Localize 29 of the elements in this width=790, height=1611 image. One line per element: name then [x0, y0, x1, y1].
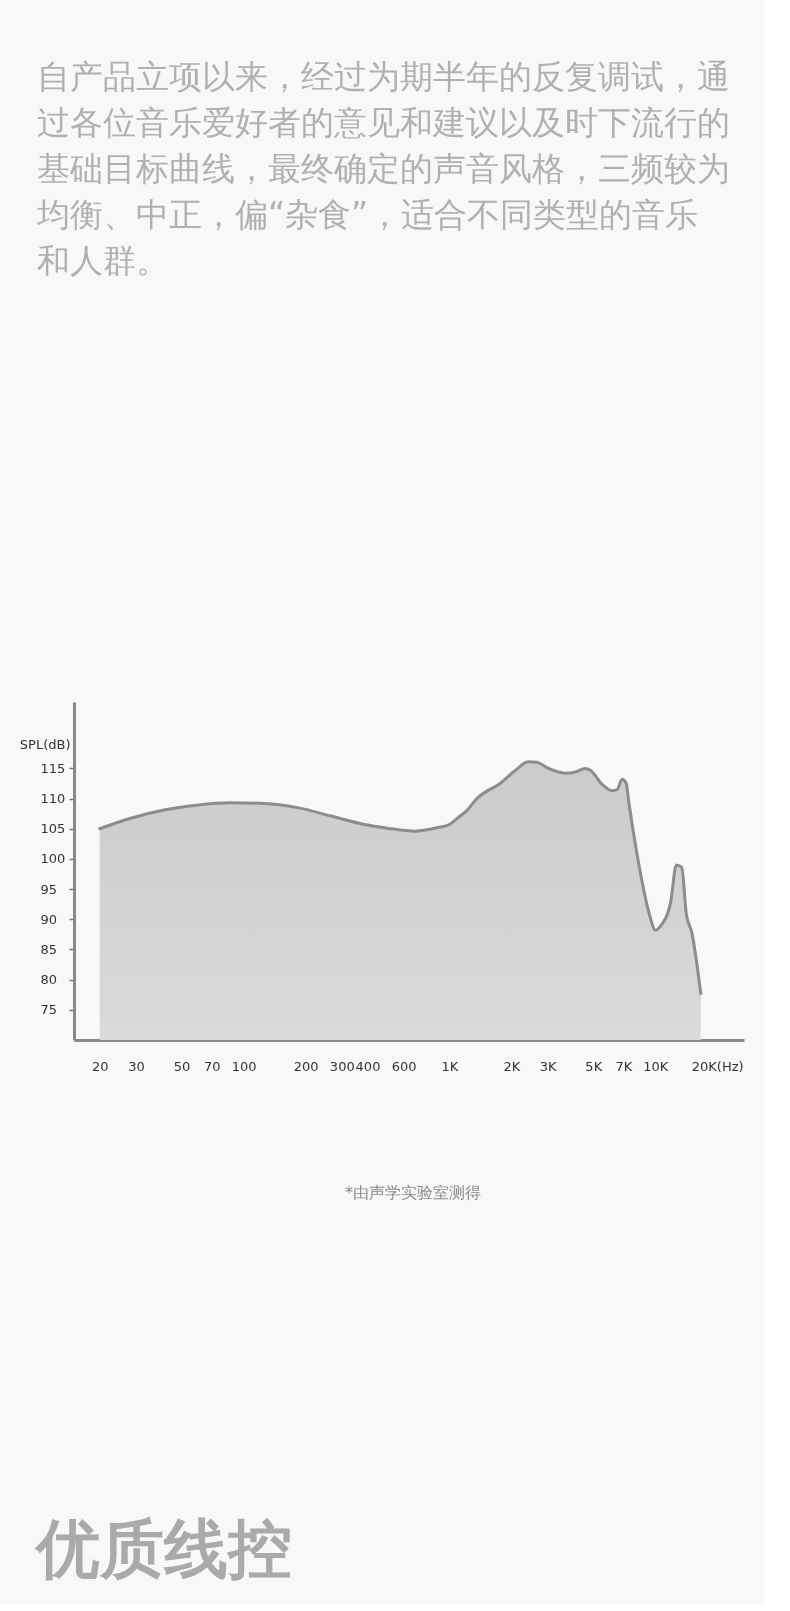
y-tick-label: 90: [40, 911, 58, 927]
y-tick-label: 80: [40, 972, 58, 988]
x-tick-label: 2K: [503, 1058, 521, 1074]
y-tick-label: 75: [40, 1002, 58, 1018]
x-tick-label: 20: [91, 1058, 109, 1074]
x-tick-label: 10K: [643, 1058, 669, 1074]
x-tick-label: 600: [391, 1058, 417, 1074]
x-tick-label: 5K: [585, 1058, 603, 1074]
x-tick-label: 50: [173, 1058, 191, 1074]
y-tick-label: 115: [40, 760, 66, 776]
text: 优质线控: [34, 1512, 292, 1586]
text: *由声学实验室测得: [345, 1183, 481, 1202]
y-tick-label: 95: [40, 881, 58, 897]
x-tick-label: 3K: [539, 1058, 557, 1074]
y-tick-label: 85: [40, 941, 58, 957]
x-tick-label: 30: [128, 1058, 145, 1074]
x-tick-label: 7K: [615, 1058, 633, 1074]
chart-title: 自产品立项以来，经过为期半年的反复调试，通过各位音乐爱好者的意见和建议以及时下流行的基础目标曲线，最终确定的声音风格，三频较为均衡、中正，偏“杂食”，适合不同类型的音乐和人群。: [36, 57, 730, 280]
y-tick-label: 110: [40, 791, 66, 807]
x-tick-label: 1K: [441, 1058, 459, 1074]
x-tick-label: 300: [329, 1058, 355, 1074]
x-tick-label: 20K(Hz): [691, 1058, 744, 1074]
y-axis-title: SPL(dB): [19, 736, 71, 752]
y-tick-label: 100: [40, 851, 66, 867]
x-tick-label: 400: [355, 1058, 381, 1074]
x-tick-label: 70: [203, 1058, 221, 1074]
y-tick-label: 105: [40, 821, 66, 837]
x-tick-label: 200: [293, 1058, 319, 1074]
x-tick-label: 100: [231, 1058, 257, 1074]
